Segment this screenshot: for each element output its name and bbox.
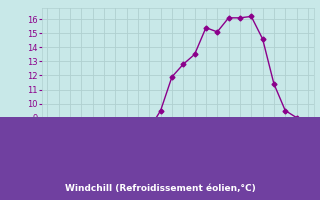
Text: Windchill (Refroidissement éolien,°C): Windchill (Refroidissement éolien,°C) xyxy=(65,184,255,193)
